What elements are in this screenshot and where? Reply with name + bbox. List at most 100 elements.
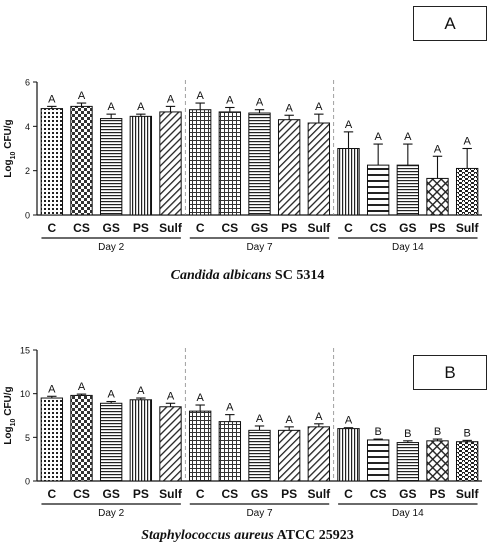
x-tick-label: PS: [429, 221, 445, 235]
significance-letter: A: [226, 402, 234, 414]
significance-letter: A: [256, 97, 264, 109]
significance-letter: A: [285, 102, 293, 114]
significance-letter: A: [285, 414, 293, 426]
significance-letter: A: [48, 383, 56, 395]
chart-caption-b: Staphylococcus aureus ATCC 25923: [0, 528, 495, 544]
caption-strain: SC 5314: [274, 268, 325, 283]
significance-letter: A: [404, 131, 412, 143]
y-tick-label: 15: [20, 346, 30, 356]
x-tick-label: C: [344, 487, 353, 501]
group-label: Day 14: [392, 242, 424, 253]
bar: [99, 402, 123, 482]
significance-letter: A: [374, 131, 382, 143]
bar: [99, 118, 123, 216]
chart-caption-a: Candida albicans SC 5314: [0, 268, 495, 284]
significance-letter: A: [315, 101, 323, 113]
bar: [455, 167, 479, 216]
x-tick-label: CS: [73, 221, 90, 235]
significance-letter: A: [256, 413, 264, 425]
significance-letter: A: [167, 93, 175, 105]
bar: [70, 105, 93, 216]
x-tick-label: GS: [102, 487, 119, 501]
x-tick-label: Sulf: [456, 487, 480, 501]
significance-letter: A: [107, 389, 115, 401]
panel-label-a: A: [413, 6, 487, 41]
x-tick-label: Sulf: [159, 487, 183, 501]
bar: [426, 440, 449, 482]
x-tick-label: Sulf: [456, 221, 480, 235]
significance-letter: A: [78, 381, 86, 393]
significance-letter: A: [434, 143, 442, 155]
y-tick-label: 10: [20, 389, 30, 399]
x-tick-label: CS: [221, 221, 238, 235]
significance-letter: B: [463, 427, 470, 439]
bar: [40, 397, 64, 482]
significance-letter: A: [226, 94, 234, 106]
x-tick-label: C: [344, 221, 353, 235]
y-axis-label: Log10 CFU/g: [3, 119, 17, 177]
group-label: Day 2: [98, 242, 125, 253]
x-tick-label: CS: [370, 221, 387, 235]
bar: [366, 164, 390, 216]
significance-letter: A: [463, 136, 471, 148]
x-tick-label: PS: [429, 487, 445, 501]
significance-letter: A: [345, 119, 353, 131]
significance-letter: A: [137, 101, 145, 113]
bar: [366, 439, 390, 482]
significance-letter: A: [196, 392, 204, 404]
group-label: Day 14: [392, 508, 424, 519]
bar: [248, 112, 271, 216]
bar: [159, 406, 182, 482]
x-tick-label: PS: [281, 487, 297, 501]
x-tick-label: PS: [281, 221, 297, 235]
y-tick-label: 6: [25, 78, 30, 88]
group-label: Day 7: [246, 508, 273, 519]
x-tick-label: GS: [102, 221, 119, 235]
bar: [40, 108, 64, 216]
significance-letter: A: [196, 90, 204, 102]
x-tick-label: PS: [133, 487, 149, 501]
chart-panel-b: 0 5 10 15 Log10 CFU/g A C A CS A GS A PS A Sulf A C A CS A G…: [3, 346, 482, 519]
x-tick-label: Sulf: [307, 487, 331, 501]
significance-letter: B: [404, 428, 411, 440]
x-tick-label: CS: [370, 487, 387, 501]
significance-letter: B: [374, 426, 381, 438]
bar: [188, 109, 212, 216]
caption-organism: Staphylococcus aureus: [141, 528, 274, 543]
significance-letter: B: [434, 426, 441, 438]
bar: [307, 426, 331, 482]
bar: [455, 441, 479, 482]
bar: [277, 119, 301, 216]
bar: [337, 148, 360, 216]
y-tick-label: 0: [25, 211, 30, 221]
group-label: Day 7: [246, 242, 273, 253]
bar: [188, 410, 212, 482]
significance-letter: A: [78, 90, 86, 102]
x-tick-label: GS: [251, 221, 268, 235]
significance-letter: A: [137, 385, 145, 397]
bar: [218, 111, 242, 216]
bar: [396, 442, 420, 482]
significance-letter: A: [48, 93, 56, 105]
bar: [337, 428, 360, 482]
x-tick-label: C: [47, 221, 56, 235]
x-tick-label: Sulf: [159, 221, 183, 235]
x-tick-label: GS: [251, 487, 268, 501]
bar: [307, 122, 331, 216]
x-tick-label: PS: [133, 221, 149, 235]
y-tick-label: 5: [25, 433, 30, 443]
caption-strain: ATCC 25923: [276, 528, 354, 543]
x-tick-label: CS: [221, 487, 238, 501]
bar: [129, 115, 153, 216]
caption-organism: Candida albicans: [170, 268, 272, 283]
bar: [277, 429, 301, 482]
bar: [70, 394, 93, 482]
bar: [129, 399, 153, 482]
x-tick-label: Sulf: [307, 221, 331, 235]
significance-letter: A: [315, 411, 323, 423]
x-tick-label: C: [196, 221, 205, 235]
bar: [159, 111, 182, 216]
bar: [426, 177, 449, 216]
y-tick-label: 4: [25, 122, 30, 132]
significance-letter: A: [107, 101, 115, 113]
